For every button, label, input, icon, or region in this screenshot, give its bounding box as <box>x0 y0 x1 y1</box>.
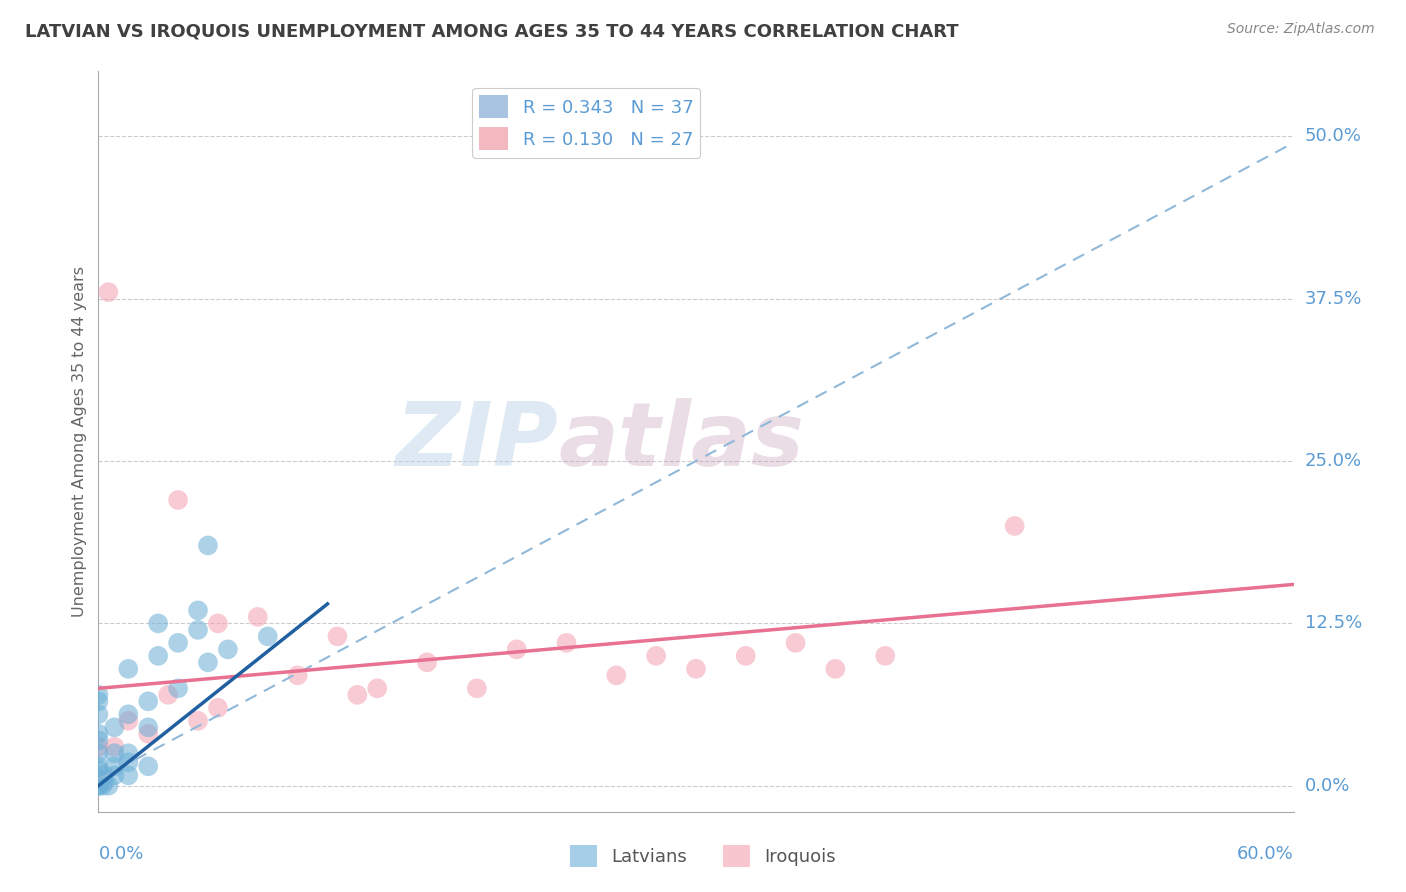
Point <box>87 733 110 747</box>
Point <box>117 746 139 760</box>
Point <box>785 636 807 650</box>
Text: Source: ZipAtlas.com: Source: ZipAtlas.com <box>1227 22 1375 37</box>
Text: ZIP: ZIP <box>395 398 558 485</box>
Point <box>346 688 368 702</box>
Point <box>187 603 209 617</box>
Point <box>197 656 219 670</box>
Point <box>875 648 897 663</box>
Point <box>246 610 269 624</box>
Point <box>97 285 120 300</box>
Text: 60.0%: 60.0% <box>1237 845 1294 863</box>
Point <box>157 688 180 702</box>
Point <box>103 759 125 773</box>
Point <box>93 775 115 789</box>
Point <box>287 668 309 682</box>
Point <box>605 668 627 682</box>
Point <box>87 779 110 793</box>
Point <box>167 681 190 696</box>
Text: 25.0%: 25.0% <box>1305 452 1362 470</box>
Point <box>97 779 120 793</box>
Point <box>136 720 159 734</box>
Point <box>645 648 668 663</box>
Point <box>465 681 488 696</box>
Text: 0.0%: 0.0% <box>98 845 143 863</box>
Point <box>187 714 209 728</box>
Point <box>93 768 115 782</box>
Point <box>136 727 159 741</box>
Point <box>187 623 209 637</box>
Legend: Latvians, Iroquois: Latvians, Iroquois <box>562 838 844 874</box>
Point <box>87 707 110 722</box>
Point <box>117 707 139 722</box>
Point <box>87 688 110 702</box>
Text: 50.0%: 50.0% <box>1305 128 1361 145</box>
Point <box>326 629 349 643</box>
Point <box>1004 519 1026 533</box>
Text: LATVIAN VS IROQUOIS UNEMPLOYMENT AMONG AGES 35 TO 44 YEARS CORRELATION CHART: LATVIAN VS IROQUOIS UNEMPLOYMENT AMONG A… <box>25 22 959 40</box>
Point <box>103 739 125 754</box>
Y-axis label: Unemployment Among Ages 35 to 44 years: Unemployment Among Ages 35 to 44 years <box>72 266 87 617</box>
Point <box>366 681 388 696</box>
Point <box>148 648 170 663</box>
Point <box>117 662 139 676</box>
Point <box>87 739 110 754</box>
Point <box>734 648 756 663</box>
Point <box>555 636 578 650</box>
Point <box>167 636 190 650</box>
Point <box>87 759 110 773</box>
Point <box>136 694 159 708</box>
Point <box>103 768 125 782</box>
Point <box>103 746 125 760</box>
Point <box>87 727 110 741</box>
Point <box>197 538 219 552</box>
Text: 12.5%: 12.5% <box>1305 615 1362 632</box>
Point <box>87 694 110 708</box>
Point <box>87 763 110 777</box>
Point <box>87 779 110 793</box>
Point <box>87 746 110 760</box>
Point <box>416 656 439 670</box>
Text: 37.5%: 37.5% <box>1305 290 1362 308</box>
Point <box>207 616 229 631</box>
Point <box>87 772 110 787</box>
Text: atlas: atlas <box>558 398 804 485</box>
Point <box>685 662 707 676</box>
Point <box>117 714 139 728</box>
Point <box>506 642 529 657</box>
Point <box>148 616 170 631</box>
Point <box>103 720 125 734</box>
Point <box>256 629 278 643</box>
Point <box>207 701 229 715</box>
Text: 0.0%: 0.0% <box>1305 777 1350 795</box>
Point <box>217 642 239 657</box>
Point <box>167 493 190 508</box>
Point <box>117 768 139 782</box>
Point <box>824 662 846 676</box>
Legend: R = 0.343   N = 37, R = 0.130   N = 27: R = 0.343 N = 37, R = 0.130 N = 27 <box>472 87 700 158</box>
Point <box>117 756 139 770</box>
Point <box>91 779 114 793</box>
Point <box>136 759 159 773</box>
